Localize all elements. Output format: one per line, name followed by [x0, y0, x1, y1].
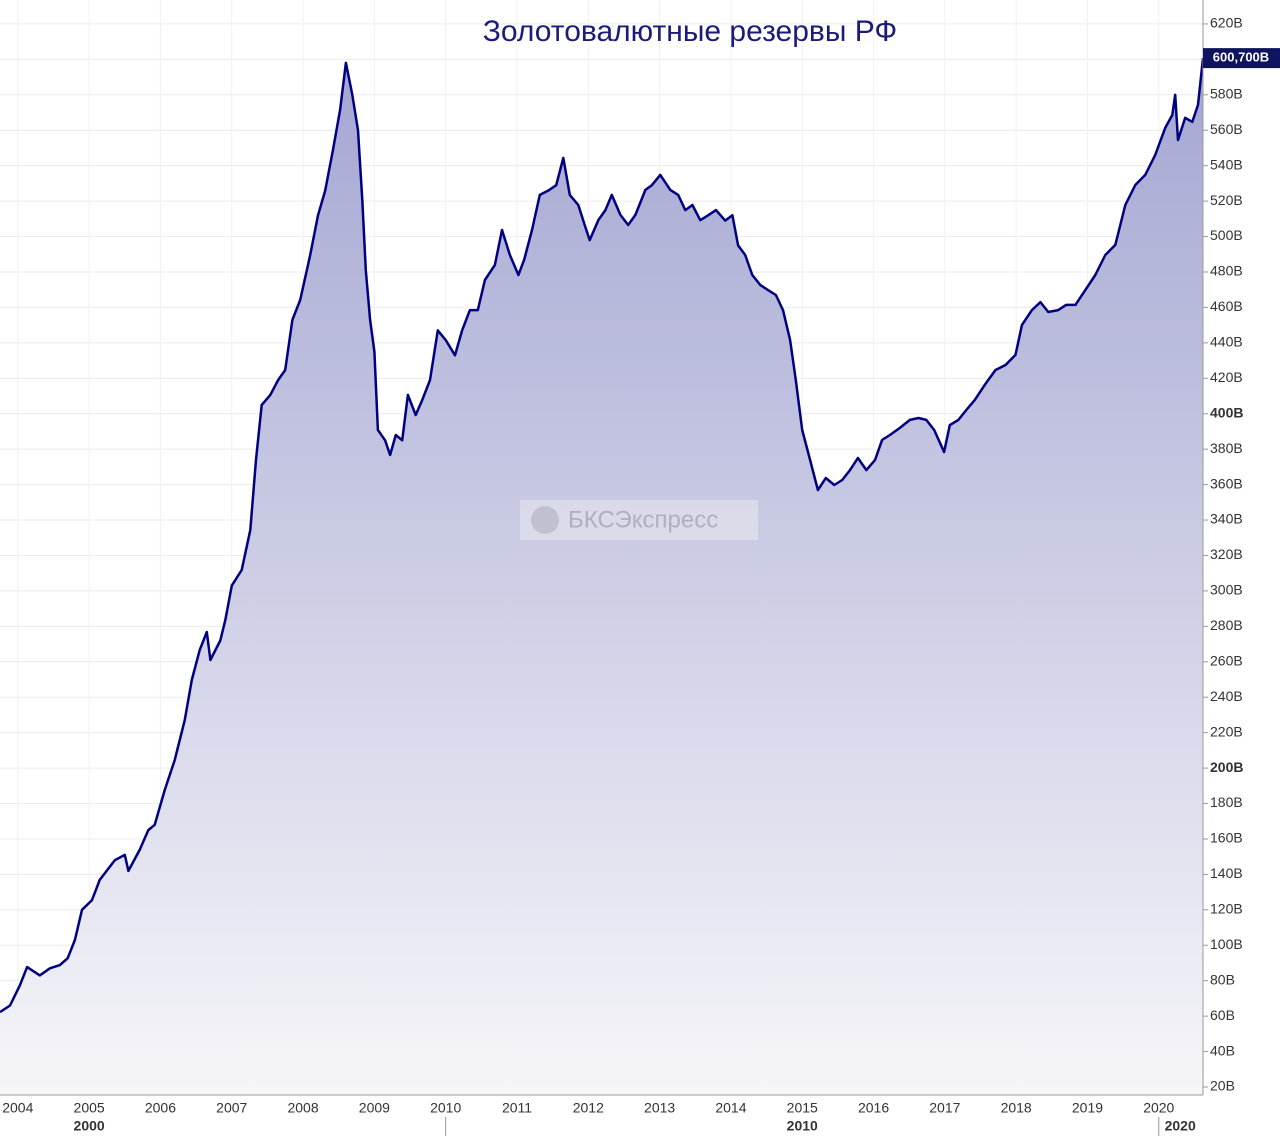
y-tick-label: 200B	[1210, 759, 1243, 775]
x-tick-label: 2004	[2, 1100, 33, 1116]
y-tick-label: 120B	[1210, 901, 1243, 917]
y-tick-label: 400B	[1210, 404, 1243, 420]
decade-label: 2000	[74, 1118, 105, 1134]
y-tick-label: 520B	[1210, 192, 1243, 208]
x-tick-label: 2006	[145, 1100, 176, 1116]
y-tick-label: 40B	[1210, 1042, 1235, 1058]
area-fill	[0, 58, 1203, 1096]
current-value-label: 600,700B	[1213, 50, 1269, 65]
y-tick-label: 20B	[1210, 1078, 1235, 1094]
x-tick-label: 2014	[715, 1100, 746, 1116]
y-tick-label: 280B	[1210, 617, 1243, 633]
y-tick-label: 580B	[1210, 85, 1243, 101]
y-tick-label: 500B	[1210, 227, 1243, 243]
decade-label: 2020	[1165, 1118, 1196, 1134]
y-tick-label: 420B	[1210, 369, 1243, 385]
watermark: БКСЭкспресс	[520, 500, 758, 540]
x-tick-label: 2017	[929, 1100, 960, 1116]
x-tick-label: 2010	[430, 1100, 461, 1116]
y-tick-label: 180B	[1210, 794, 1243, 810]
y-tick-label: 340B	[1210, 511, 1243, 527]
x-tick-label: 2013	[644, 1100, 675, 1116]
y-tick-label: 220B	[1210, 723, 1243, 739]
y-tick-label: 440B	[1210, 334, 1243, 350]
y-tick-label: 300B	[1210, 582, 1243, 598]
y-tick-label: 380B	[1210, 440, 1243, 456]
x-tick-label: 2008	[287, 1100, 318, 1116]
line	[0, 57, 1205, 1014]
y-tick-label: 560B	[1210, 121, 1243, 137]
decade-label: 2010	[787, 1118, 818, 1134]
y-tick-label: 240B	[1210, 688, 1243, 704]
y-tick-label: 460B	[1210, 298, 1243, 314]
y-tick-label: 100B	[1210, 936, 1243, 952]
y-tick-label: 80B	[1210, 971, 1235, 987]
y-tick-label: 360B	[1210, 475, 1243, 491]
y-tick-label: 60B	[1210, 1007, 1235, 1023]
x-tick-label: 2011	[502, 1100, 532, 1116]
y-tick-label: 160B	[1210, 830, 1243, 846]
x-tick-label: 2005	[74, 1100, 105, 1116]
x-tick-label: 2015	[787, 1100, 818, 1116]
watermark-logo	[531, 506, 559, 534]
x-tick-label: 2009	[359, 1100, 390, 1116]
y-tick-label: 320B	[1210, 546, 1243, 562]
x-tick-label: 2016	[858, 1100, 889, 1116]
watermark-text: БКСЭкспресс	[568, 506, 718, 533]
y-tick-label: 480B	[1210, 263, 1243, 279]
watermark-box	[520, 500, 758, 540]
y-tick-label: 540B	[1210, 156, 1243, 172]
x-tick-label: 2020	[1143, 1100, 1174, 1116]
x-tick-label: 2018	[1001, 1100, 1032, 1116]
y-tick-label: 260B	[1210, 652, 1243, 668]
x-tick-label: 2012	[573, 1100, 604, 1116]
y-tick-label: 620B	[1210, 15, 1243, 31]
current-value-badge	[1203, 48, 1280, 69]
x-tick-label: 2007	[216, 1100, 247, 1116]
x-tick-label: 2019	[1072, 1100, 1103, 1116]
y-tick-label: 140B	[1210, 865, 1243, 881]
chart-title: Золотовалютные резервы РФ	[483, 15, 897, 48]
